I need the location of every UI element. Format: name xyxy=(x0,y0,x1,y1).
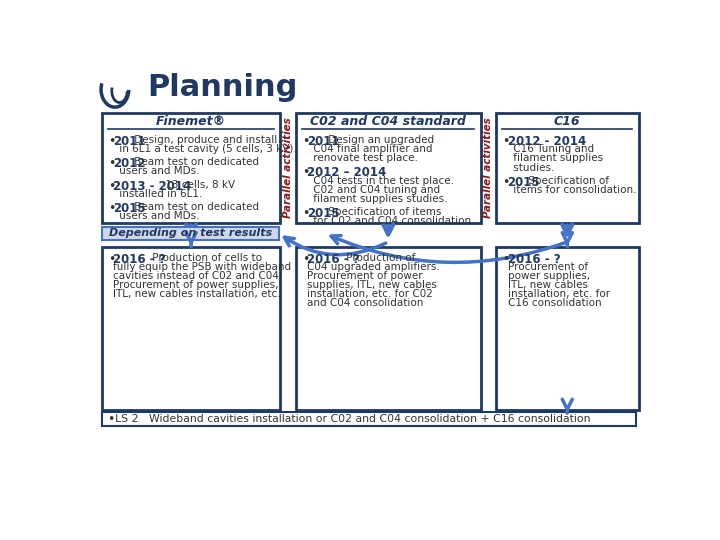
Text: 2011: 2011 xyxy=(113,135,146,148)
Text: Beam test on dedicated: Beam test on dedicated xyxy=(131,157,259,167)
Text: C16 Tuning and: C16 Tuning and xyxy=(510,144,594,154)
Text: •: • xyxy=(108,157,115,170)
Text: installation, etc. for C02: installation, etc. for C02 xyxy=(307,289,433,299)
Text: 2012: 2012 xyxy=(113,157,146,170)
Text: 2016 - ?: 2016 - ? xyxy=(307,253,360,266)
Text: C02 and C04 tuning and: C02 and C04 tuning and xyxy=(310,185,440,195)
Text: •: • xyxy=(108,202,115,215)
Text: filament supplies studies.: filament supplies studies. xyxy=(310,194,447,204)
Text: •: • xyxy=(302,207,310,220)
Text: C04 upgraded amplifiers.: C04 upgraded amplifiers. xyxy=(307,262,440,272)
Text: Specification of: Specification of xyxy=(526,176,609,186)
Text: in 6L1 a test cavity (5 cells, 3 kV).: in 6L1 a test cavity (5 cells, 3 kV). xyxy=(116,144,297,154)
Text: installation, etc. for: installation, etc. for xyxy=(508,289,610,299)
Text: Design an upgraded: Design an upgraded xyxy=(325,135,434,145)
Text: 2015: 2015 xyxy=(508,176,540,188)
Text: C16 consolidation: C16 consolidation xyxy=(508,298,601,308)
Text: Depending on test results: Depending on test results xyxy=(109,228,272,239)
Text: •: • xyxy=(503,253,510,266)
Text: studies.: studies. xyxy=(510,163,554,173)
Text: 2015: 2015 xyxy=(307,207,340,220)
Text: C04 final amplifier and: C04 final amplifier and xyxy=(310,144,432,154)
Text: filament supplies: filament supplies xyxy=(510,153,603,163)
Text: Specification of items: Specification of items xyxy=(325,207,441,217)
Text: Design, produce and install: Design, produce and install xyxy=(131,135,277,145)
FancyBboxPatch shape xyxy=(496,247,639,410)
Text: Procurement of: Procurement of xyxy=(508,262,588,272)
Text: 2011: 2011 xyxy=(307,135,340,148)
Text: •: • xyxy=(302,166,310,179)
Text: C16: C16 xyxy=(554,114,580,127)
Text: •: • xyxy=(302,135,310,148)
Text: supplies, ITL, new cables: supplies, ITL, new cables xyxy=(307,280,437,290)
FancyBboxPatch shape xyxy=(496,112,639,222)
Text: ITL, new cables: ITL, new cables xyxy=(508,280,588,290)
Text: fully equip the PSB with wideband: fully equip the PSB with wideband xyxy=(113,262,292,272)
Text: 2016 - ?: 2016 - ? xyxy=(508,253,560,266)
Text: •: • xyxy=(302,253,310,266)
Text: •: • xyxy=(503,176,510,188)
Text: •: • xyxy=(108,135,115,148)
Text: 2012 – 2014: 2012 – 2014 xyxy=(307,166,387,179)
Text: C04 tests in the test place.: C04 tests in the test place. xyxy=(310,176,454,186)
Text: users and MDs.: users and MDs. xyxy=(116,166,199,177)
Text: 2013 - 2014: 2013 - 2014 xyxy=(113,179,192,193)
Text: Procurement of power supplies,: Procurement of power supplies, xyxy=(113,280,279,290)
Text: 2015: 2015 xyxy=(113,202,146,215)
Text: •: • xyxy=(108,253,115,266)
Text: and C04 consolidation: and C04 consolidation xyxy=(307,298,424,308)
FancyBboxPatch shape xyxy=(102,226,279,240)
Text: Planning: Planning xyxy=(148,73,297,103)
Text: Production of: Production of xyxy=(343,253,415,264)
Text: •: • xyxy=(108,179,115,193)
Text: Beam test on dedicated: Beam test on dedicated xyxy=(131,202,259,212)
Text: •: • xyxy=(503,135,510,148)
Text: 2016 - ?: 2016 - ? xyxy=(113,253,166,266)
FancyBboxPatch shape xyxy=(102,112,281,222)
Text: Parallel activities: Parallel activities xyxy=(283,117,293,218)
Text: items for consolidation.: items for consolidation. xyxy=(510,185,636,195)
Text: Finemet®: Finemet® xyxy=(156,114,226,127)
Text: ITL, new cables installation, etc.: ITL, new cables installation, etc. xyxy=(113,289,281,299)
Text: LS 2   Wideband cavities installation or C02 and C04 consolidation + C16 consoli: LS 2 Wideband cavities installation or C… xyxy=(115,414,590,424)
Text: 13 cells, 8 kV: 13 cells, 8 kV xyxy=(163,179,235,190)
Text: installed in 6L1.: installed in 6L1. xyxy=(116,189,202,199)
Text: cavities instead of C02 and C04!: cavities instead of C02 and C04! xyxy=(113,271,284,281)
Text: Parallel activities: Parallel activities xyxy=(483,117,493,218)
Text: 2012 - 2014: 2012 - 2014 xyxy=(508,135,586,148)
FancyBboxPatch shape xyxy=(296,247,481,410)
Text: for C02 and C04 consolidation.: for C02 and C04 consolidation. xyxy=(310,217,474,226)
FancyBboxPatch shape xyxy=(102,247,281,410)
Text: Procurement of power: Procurement of power xyxy=(307,271,423,281)
Text: users and MDs.: users and MDs. xyxy=(116,211,199,221)
Text: C02 and C04 standard: C02 and C04 standard xyxy=(310,114,466,127)
FancyBboxPatch shape xyxy=(102,412,636,426)
FancyBboxPatch shape xyxy=(296,112,481,222)
Text: •: • xyxy=(107,413,114,426)
Text: power supplies,: power supplies, xyxy=(508,271,590,281)
Text: renovate test place.: renovate test place. xyxy=(310,153,418,163)
Text: Production of cells to: Production of cells to xyxy=(149,253,262,264)
